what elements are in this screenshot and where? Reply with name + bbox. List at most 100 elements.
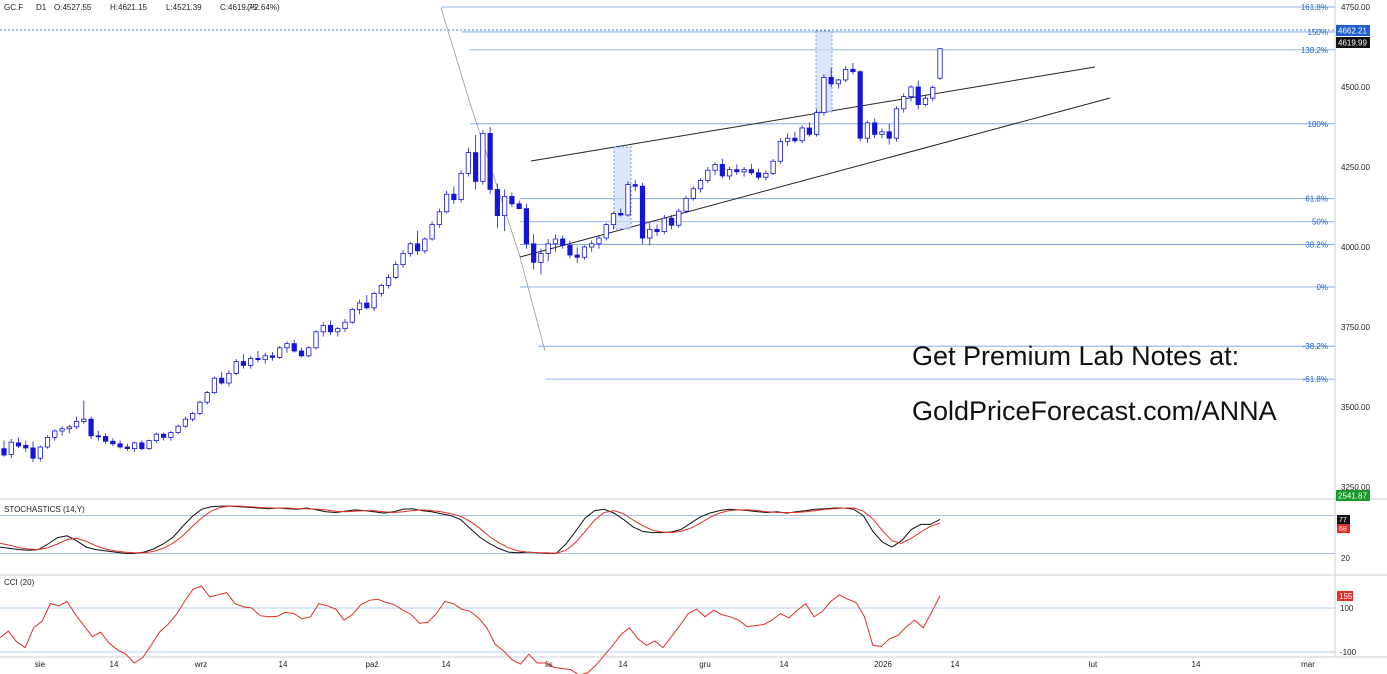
- candle-body: [835, 79, 842, 85]
- candle-body: [531, 243, 537, 263]
- trendlines: [440, 7, 1111, 352]
- candle-body: [197, 401, 203, 414]
- candle-body: [545, 243, 551, 254]
- candle-body: [400, 252, 406, 265]
- candle-body: [785, 137, 791, 142]
- candle-body: [509, 196, 515, 205]
- candle-body: [1, 448, 7, 456]
- candle-body: [806, 127, 812, 135]
- candle-body: [73, 420, 80, 428]
- candle-body: [248, 357, 254, 366]
- candle-body: [741, 169, 747, 173]
- bottom-price-tag-text: 2541.87: [1338, 492, 1367, 501]
- fib-level-label: 38.2%: [1305, 240, 1328, 249]
- price-tick-label: 4750.00: [1341, 3, 1370, 12]
- candle-body: [219, 377, 225, 384]
- candle-body: [168, 432, 174, 438]
- candle-body: [262, 355, 268, 361]
- candle-body: [502, 196, 508, 217]
- candle-body: [429, 224, 435, 240]
- candle-body: [298, 350, 305, 357]
- candle-body: [30, 447, 36, 459]
- candle-body: [473, 152, 479, 182]
- price-tick-label: 4500.00: [1341, 83, 1370, 92]
- candle-body: [37, 446, 43, 459]
- candle-body: [792, 137, 798, 142]
- candlesticks: [1, 48, 943, 463]
- time-tick-label: 14: [442, 660, 451, 669]
- candle-body: [872, 122, 878, 135]
- candle-body: [538, 252, 544, 263]
- price-axis: 4750.00 4500.00 4250.00 4000.00 3750.00 3500.…: [1341, 3, 1370, 492]
- fib-level-label: 50%: [1312, 218, 1328, 227]
- header-open: O:4527.55: [54, 3, 92, 12]
- header-timeframe: D1: [36, 3, 47, 12]
- candle-body: [821, 77, 827, 114]
- candle-body: [748, 169, 754, 174]
- level-price-tag-text: 4662.21: [1338, 27, 1367, 36]
- candle-body: [632, 184, 638, 187]
- time-tick-label: 14: [951, 660, 960, 669]
- upper-trendline: [530, 66, 1096, 162]
- candle-body: [335, 328, 341, 333]
- candle-body: [95, 435, 101, 438]
- candle-body: [639, 185, 646, 239]
- time-tick-label: gru: [699, 660, 711, 669]
- candle-body: [66, 426, 72, 430]
- candle-body: [719, 164, 725, 177]
- candle-body: [705, 169, 711, 181]
- candle-body: [327, 324, 334, 333]
- candle-body: [618, 212, 624, 216]
- header-change: (+2.64%): [247, 3, 280, 12]
- candle-body: [480, 132, 486, 182]
- cci-axis-100: 100: [1340, 604, 1354, 613]
- candle-body: [393, 264, 399, 278]
- candle-body: [306, 347, 312, 357]
- fib-level-label: -38.2%: [1303, 342, 1328, 351]
- price-tick-label: 3250.00: [1341, 483, 1370, 492]
- candle-body: [284, 343, 290, 349]
- candle-body: [110, 440, 116, 445]
- candle-body: [59, 428, 65, 432]
- candle-body: [864, 122, 871, 139]
- candle-body: [161, 433, 167, 438]
- candle-body: [182, 418, 188, 427]
- time-tick-label: sie: [35, 660, 46, 669]
- level-price-tag: [1336, 25, 1370, 36]
- header-close: C:4619.75: [220, 3, 257, 12]
- candle-body: [552, 238, 559, 245]
- candle-body: [683, 197, 689, 212]
- price-tick-label: 4250.00: [1341, 163, 1370, 172]
- cci-tag-value-text: 155: [1339, 592, 1353, 601]
- candle-body: [893, 108, 900, 139]
- candle-body: [567, 244, 573, 256]
- candle-body: [589, 243, 595, 248]
- candle-body: [23, 444, 29, 449]
- candle-body: [726, 169, 733, 177]
- candle-body: [313, 331, 319, 349]
- fib-anchor-line-mid: [469, 102, 521, 258]
- time-tick-label: paź: [366, 660, 379, 669]
- candle-body: [233, 361, 239, 374]
- candle-body: [690, 188, 696, 199]
- candle-body: [349, 308, 355, 323]
- candle-body: [15, 442, 22, 447]
- candle-body: [320, 324, 326, 333]
- candle-body: [756, 172, 762, 178]
- time-tick-label: 14: [1192, 660, 1201, 669]
- promo-line-2: GoldPriceForecast.com/ANNA: [912, 396, 1277, 426]
- fib-level-label: 100%: [1308, 120, 1328, 129]
- candle-body: [240, 361, 247, 366]
- candle-body: [814, 112, 820, 135]
- candle-body: [407, 243, 413, 254]
- candle-body: [139, 442, 145, 449]
- candle-body: [937, 48, 943, 79]
- stochastics-pane: [0, 505, 1335, 554]
- candle-body: [850, 69, 856, 73]
- fib-level-label: -61.8%: [1303, 375, 1328, 384]
- candle-body: [712, 164, 718, 171]
- candle-body: [574, 254, 580, 258]
- candle-body: [291, 343, 297, 352]
